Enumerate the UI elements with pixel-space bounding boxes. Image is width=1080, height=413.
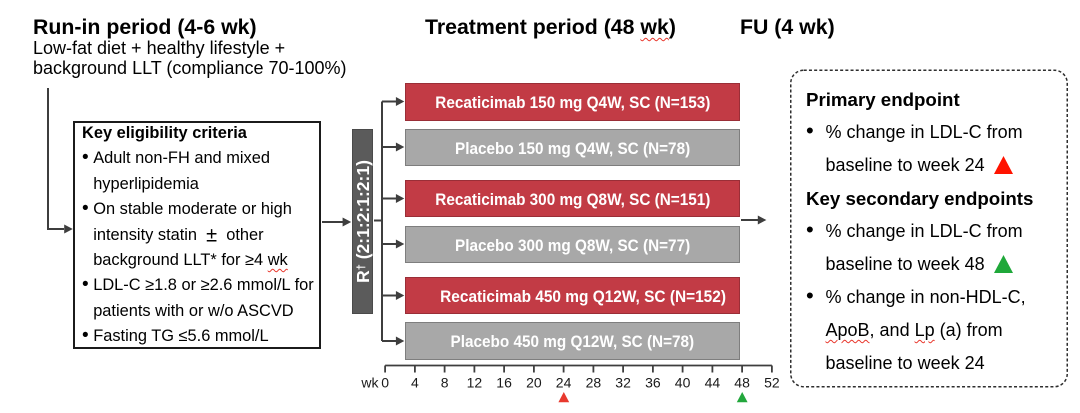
svg-text:8: 8	[441, 375, 449, 391]
svg-text:12: 12	[467, 375, 483, 391]
svg-text:wk: wk	[360, 375, 379, 391]
svg-text:4: 4	[411, 375, 419, 391]
svg-text:0: 0	[381, 375, 389, 391]
svg-text:28: 28	[586, 375, 602, 391]
svg-text:48: 48	[734, 375, 750, 391]
svg-text:52: 52	[764, 375, 780, 391]
svg-text:44: 44	[705, 375, 721, 391]
svg-text:40: 40	[675, 375, 691, 391]
svg-text:36: 36	[645, 375, 661, 391]
svg-text:16: 16	[496, 375, 512, 391]
svg-text:24: 24	[556, 375, 572, 391]
svg-text:32: 32	[615, 375, 631, 391]
svg-text:20: 20	[526, 375, 542, 391]
